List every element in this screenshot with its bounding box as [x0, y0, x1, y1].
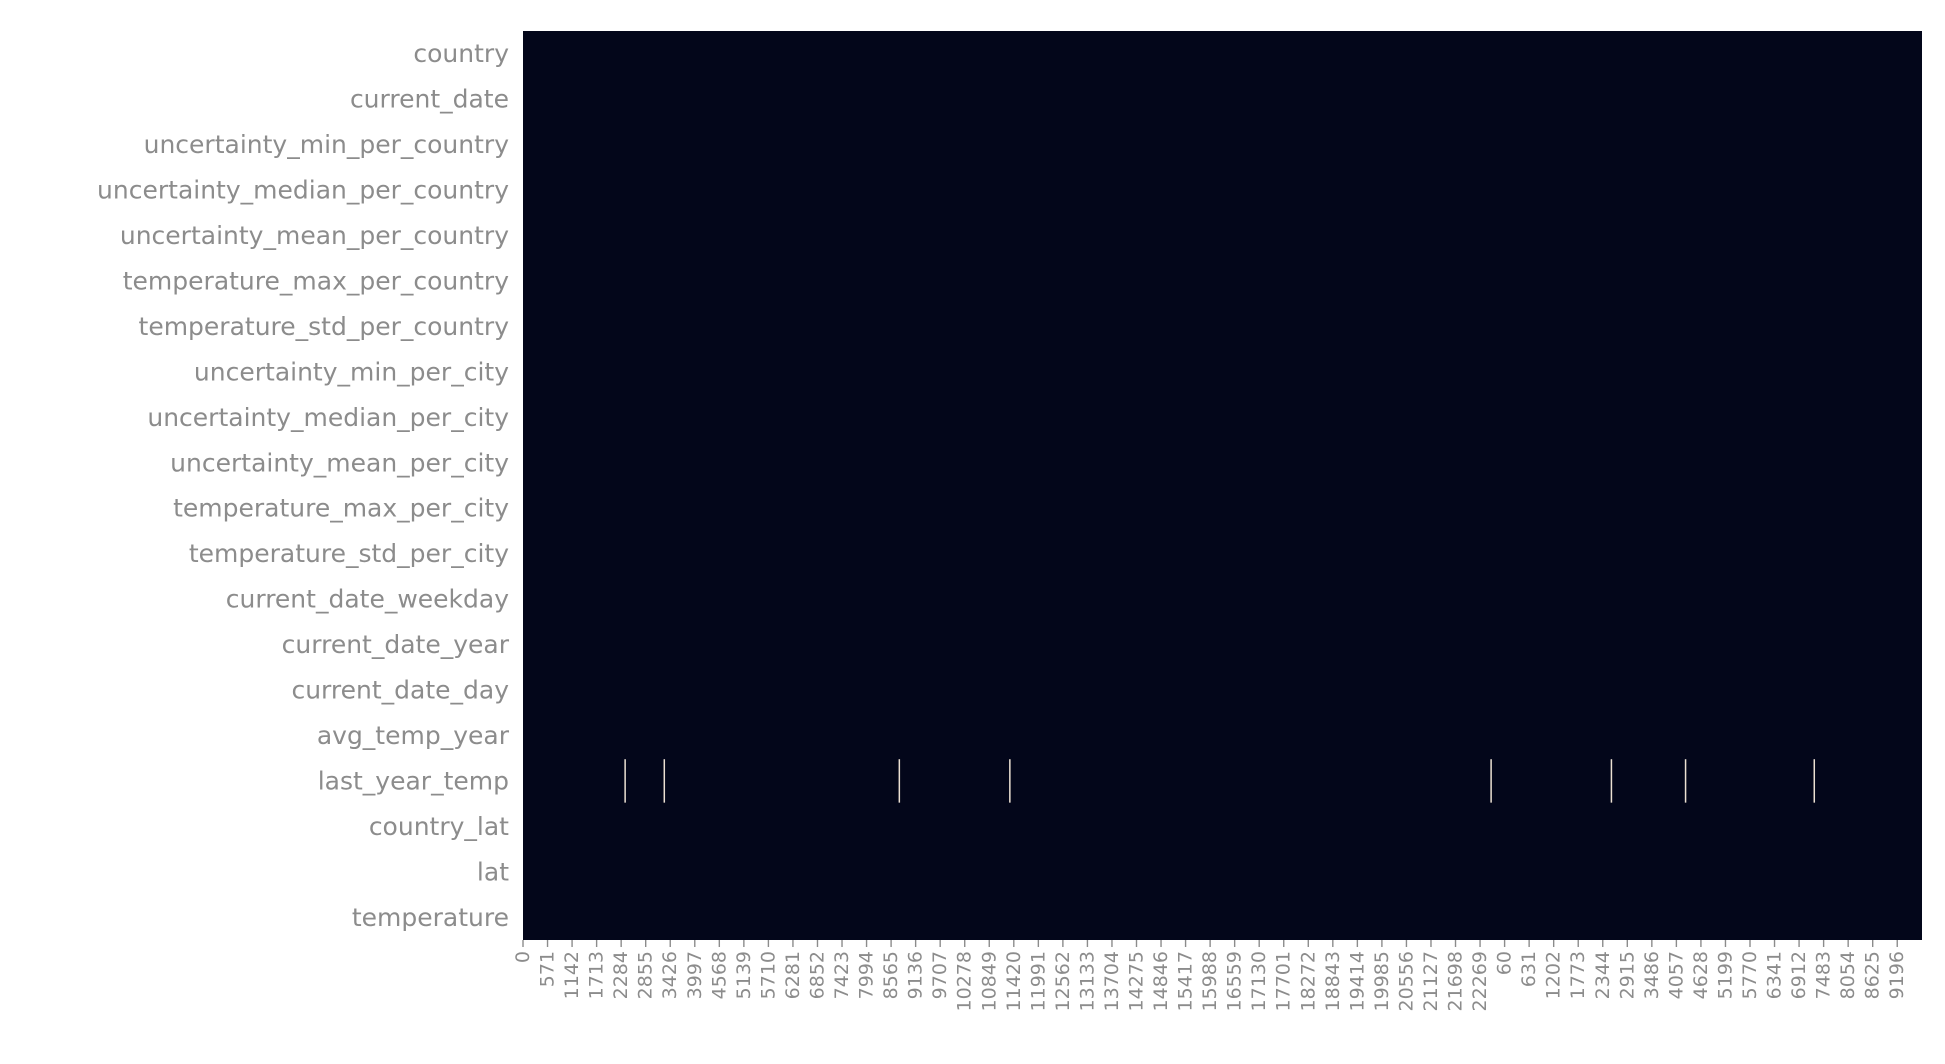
x-tick-label: 6281 — [782, 951, 804, 999]
x-tick-label: 7483 — [1813, 951, 1835, 999]
heatmap-background — [523, 31, 1922, 940]
x-tick-label: 9196 — [1886, 951, 1908, 999]
x-tick-label: 9136 — [905, 951, 927, 999]
x-tick-label: 11991 — [1027, 951, 1049, 1011]
row-label: avg_temp_year — [317, 721, 510, 750]
x-tick-label: 14846 — [1150, 951, 1172, 1011]
row-label: current_date — [350, 85, 509, 114]
x-tick-label: 10849 — [978, 951, 1000, 1011]
x-tick-label: 0 — [512, 951, 534, 963]
x-tick-label: 3997 — [684, 951, 706, 999]
row-label: last_year_temp — [318, 766, 509, 795]
x-tick-label: 2855 — [635, 951, 657, 999]
row-label: uncertainty_mean_per_city — [170, 448, 509, 477]
x-tick-label: 18843 — [1322, 951, 1344, 1011]
x-tick-label: 5199 — [1714, 951, 1736, 999]
x-axis: 0 571 1142 1713 2284 2855 3426 3997 4568 5139 5710… — [512, 940, 1908, 1011]
x-tick-label: 17701 — [1273, 951, 1295, 1011]
row-label: current_date_year — [282, 630, 510, 659]
missing-value-mark — [1610, 759, 1613, 803]
x-tick-label: 1713 — [586, 951, 608, 999]
row-label: uncertainty_median_per_city — [147, 403, 509, 432]
row-label: uncertainty_min_per_country — [144, 130, 510, 159]
row-label: temperature — [352, 903, 509, 932]
x-tick-label: 1202 — [1543, 951, 1565, 999]
x-tick-label: 60 — [1494, 951, 1516, 975]
x-tick-label: 20556 — [1395, 951, 1417, 1011]
x-tick-label: 631 — [1518, 951, 1540, 987]
y-axis-labels: country current_date uncertainty_min_per_c… — [97, 39, 510, 932]
x-tick-label: 3426 — [659, 951, 681, 999]
row-label: country_lat — [369, 812, 509, 841]
x-tick-label: 15417 — [1175, 951, 1197, 1011]
x-tick-label: 10278 — [954, 951, 976, 1011]
x-tick-label: 15988 — [1199, 951, 1221, 1011]
row-label: uncertainty_min_per_city — [194, 357, 509, 386]
x-tick-label: 19985 — [1371, 951, 1393, 1011]
row-label: uncertainty_mean_per_country — [120, 221, 509, 250]
x-tick-label: 8565 — [880, 951, 902, 999]
x-tick-label: 12562 — [1052, 951, 1074, 1011]
x-tick-label: 4057 — [1665, 951, 1687, 999]
missing-value-mark — [898, 759, 901, 803]
x-tick-label: 21127 — [1420, 951, 1442, 1011]
x-tick-label: 571 — [537, 951, 559, 987]
x-tick-label: 1773 — [1567, 951, 1589, 999]
x-tick-label: 18272 — [1297, 951, 1319, 1011]
x-tick-label: 8054 — [1837, 951, 1859, 999]
x-tick-label: 1142 — [561, 951, 583, 999]
x-tick-label: 6852 — [806, 951, 828, 999]
missing-value-mark — [624, 759, 626, 803]
row-label: temperature_max_per_city — [173, 494, 509, 523]
row-label: current_date_weekday — [226, 585, 509, 614]
missing-value-mark — [663, 759, 666, 803]
x-tick-label: 5710 — [757, 951, 779, 999]
missing-cells — [624, 759, 1816, 803]
missing-value-mark — [1490, 759, 1492, 803]
x-tick-label: 19414 — [1346, 951, 1368, 1011]
x-tick-label: 6341 — [1764, 951, 1786, 999]
x-tick-label: 9707 — [929, 951, 951, 999]
row-label: current_date_day — [291, 676, 509, 705]
row-label: lat — [477, 857, 509, 886]
x-tick-label: 21698 — [1445, 951, 1467, 1011]
x-tick-label: 14275 — [1126, 951, 1148, 1011]
x-tick-label: 17130 — [1248, 951, 1270, 1011]
x-tick-label: 7994 — [856, 951, 878, 999]
x-tick-label: 22269 — [1469, 951, 1491, 1011]
x-tick-label: 4568 — [708, 951, 730, 999]
x-tick-label: 13704 — [1101, 951, 1123, 1011]
x-tick-label: 5139 — [733, 951, 755, 999]
x-tick-label: 11420 — [1003, 951, 1025, 1011]
x-tick-label: 8625 — [1862, 951, 1884, 999]
x-tick-label: 2915 — [1616, 951, 1638, 999]
x-tick-label: 7423 — [831, 951, 853, 999]
x-tick-label: 2344 — [1592, 951, 1614, 999]
x-tick-label: 16559 — [1224, 951, 1246, 1011]
row-label: temperature_std_per_country — [139, 312, 510, 341]
missing-value-mark — [1813, 759, 1816, 803]
x-tick-label: 4628 — [1690, 951, 1712, 999]
row-label: country — [413, 39, 509, 68]
missing-value-mark — [1009, 759, 1011, 803]
missing-value-mark — [1684, 759, 1687, 803]
row-label: temperature_max_per_country — [123, 266, 509, 295]
x-tick-label: 2284 — [610, 951, 632, 999]
x-tick-label: 5770 — [1739, 951, 1761, 999]
x-tick-label: 6912 — [1788, 951, 1810, 999]
row-label: temperature_std_per_city — [189, 539, 509, 568]
row-label: uncertainty_median_per_country — [97, 176, 509, 205]
x-tick-label: 3486 — [1641, 951, 1663, 999]
x-tick-label: 13133 — [1076, 951, 1098, 1011]
